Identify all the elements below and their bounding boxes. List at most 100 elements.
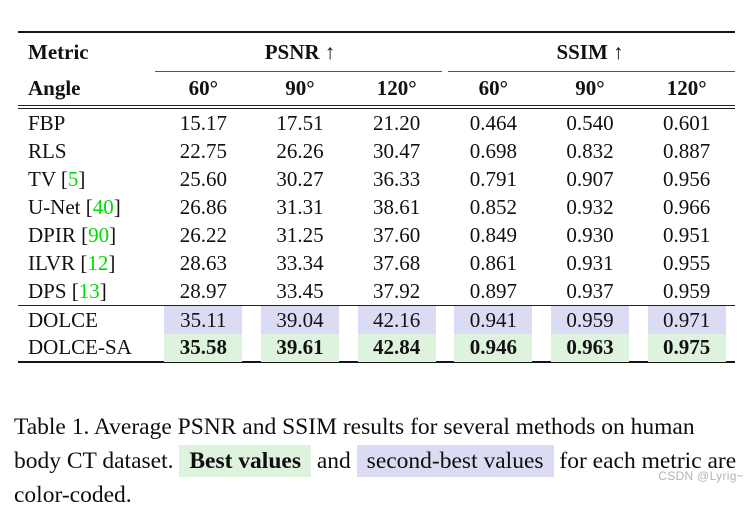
table-row: DOLCE-SA 35.58 39.61 42.84 0.946 0.963 0.975 — [18, 333, 735, 362]
best-value-highlight: 0.946 — [454, 333, 533, 362]
value-cell: 0.963 — [542, 333, 639, 362]
method-name: ILVR [12] — [28, 250, 116, 275]
value-cell: 0.930 — [566, 222, 614, 247]
table-group-header-row: Metric PSNR ↑ SSIM ↑ — [18, 33, 735, 71]
value-cell: 31.31 — [276, 194, 324, 219]
value-cell: 0.464 — [469, 110, 517, 135]
value-cell: 0.941 — [445, 306, 542, 334]
value-cell: 42.84 — [348, 333, 445, 362]
angle-col-header: 90° — [575, 76, 605, 100]
value-cell: 38.61 — [373, 194, 421, 219]
table-row: ILVR [12] 28.63 33.34 37.68 0.861 0.931 0.955 — [18, 249, 735, 277]
table-row: DPS [13] 28.97 33.45 37.92 0.897 0.937 0.959 — [18, 277, 735, 305]
value-cell: 15.17 — [179, 110, 227, 135]
caption-best-values-highlight: Best values — [179, 444, 311, 477]
value-cell: 30.27 — [276, 166, 324, 191]
value-cell: 0.698 — [469, 138, 517, 163]
value-cell: 0.861 — [469, 250, 517, 275]
citation-number: 12 — [87, 250, 109, 275]
value-cell: 33.45 — [276, 278, 324, 303]
method-name: DOLCE — [28, 307, 98, 332]
table-row: U-Net [40] 26.86 31.31 38.61 0.852 0.932 0.966 — [18, 193, 735, 221]
value-cell: 0.932 — [566, 194, 614, 219]
value-cell: 0.975 — [638, 333, 735, 362]
value-cell: 0.601 — [663, 110, 711, 135]
value-cell: 39.04 — [252, 306, 349, 334]
caption-text-lead: Table 1. Average PSNR and SSIM results f… — [14, 413, 695, 474]
angle-row: Angle 60° 90° 120° 60° 90° 120° — [18, 72, 735, 105]
csdn-watermark: CSDN @Lyrig~ — [658, 469, 744, 483]
value-cell: 35.11 — [155, 306, 252, 334]
ssim-midrule-segment — [448, 71, 735, 72]
table-row: DOLCE 35.11 39.04 42.16 0.941 0.959 0.971 — [18, 306, 735, 334]
value-cell: 26.86 — [179, 194, 227, 219]
angle-col-header: 60° — [478, 76, 509, 100]
value-cell: 26.22 — [179, 222, 227, 247]
value-cell: 0.887 — [663, 138, 711, 163]
group-header-psnr: PSNR ↑ — [264, 39, 336, 64]
value-cell: 0.907 — [566, 166, 614, 191]
table-caption: Table 1. Average PSNR and SSIM results f… — [14, 410, 744, 512]
angle-col-header: 120° — [666, 76, 707, 100]
value-cell: 36.33 — [373, 166, 421, 191]
table-bottom-rule — [18, 361, 735, 363]
value-cell: 0.971 — [638, 306, 735, 334]
best-value-highlight: 0.963 — [550, 333, 629, 362]
method-name: RLS — [28, 138, 67, 163]
value-cell: 0.849 — [469, 222, 517, 247]
value-cell: 0.852 — [469, 194, 517, 219]
table-main-rows: FBP 15.17 17.51 21.20 0.464 0.540 0.601 RLS 22.7… — [18, 109, 735, 305]
value-cell: 0.959 — [663, 278, 711, 303]
citation-number: 90 — [88, 222, 110, 247]
value-cell: 0.931 — [566, 250, 614, 275]
value-cell: 35.58 — [155, 333, 252, 362]
psnr-midrule-segment — [155, 71, 442, 72]
value-cell: 39.61 — [252, 333, 349, 362]
best-value-highlight: 35.58 — [164, 333, 243, 362]
value-cell: 30.47 — [373, 138, 421, 163]
group-header-ssim: SSIM ↑ — [556, 39, 624, 64]
table-row: TV [5] 25.60 30.27 36.33 0.791 0.907 0.956 — [18, 165, 735, 193]
table-row: DPIR [90] 26.22 31.25 37.60 0.849 0.930 0.951 — [18, 221, 735, 249]
table-row: FBP 15.17 17.51 21.20 0.464 0.540 0.601 — [18, 109, 735, 137]
value-cell: 0.946 — [445, 333, 542, 362]
angle-col-header: 120° — [376, 76, 417, 100]
value-cell: 0.937 — [566, 278, 614, 303]
table-top-rule — [18, 31, 735, 33]
angle-col-header: 90° — [285, 76, 315, 100]
method-name: U-Net [40] — [28, 194, 121, 219]
value-cell: 0.966 — [663, 194, 711, 219]
value-cell: 25.60 — [179, 166, 227, 191]
angle-header: Angle — [28, 76, 81, 100]
citation-number: 13 — [78, 278, 100, 303]
second-best-value-highlight: 35.11 — [164, 306, 243, 334]
method-name: FBP — [28, 110, 66, 135]
results-table: Metric PSNR ↑ SSIM ↑ Angle 60° 90° 120° 60°… — [18, 31, 735, 363]
method-name: TV [5] — [28, 166, 86, 191]
value-cell: 17.51 — [276, 110, 324, 135]
value-cell: 0.959 — [542, 306, 639, 334]
value-cell: 26.26 — [276, 138, 324, 163]
value-cell: 28.97 — [179, 278, 227, 303]
corner-header-metric: Metric — [28, 39, 89, 64]
method-name: DOLCE-SA — [28, 335, 132, 359]
value-cell: 37.92 — [373, 278, 421, 303]
value-cell: 0.951 — [663, 222, 711, 247]
method-name: DPIR [90] — [28, 222, 117, 247]
second-best-value-highlight: 0.959 — [550, 306, 629, 334]
value-cell: 0.791 — [469, 166, 517, 191]
second-best-value-highlight: 0.941 — [454, 306, 533, 334]
value-cell: 28.63 — [179, 250, 227, 275]
second-best-value-highlight: 42.16 — [357, 306, 436, 334]
angle-col-header: 60° — [188, 76, 219, 100]
value-cell: 0.832 — [566, 138, 614, 163]
value-cell: 22.75 — [179, 138, 227, 163]
method-name: DPS [13] — [28, 278, 107, 303]
caption-second-best-highlight: second-best values — [356, 444, 554, 477]
second-best-value-highlight: 0.971 — [647, 306, 726, 334]
value-cell: 37.60 — [373, 222, 421, 247]
best-value-highlight: 42.84 — [357, 333, 436, 362]
citation-number: 40 — [92, 194, 114, 219]
value-cell: 21.20 — [373, 110, 421, 135]
second-best-value-highlight: 39.04 — [260, 306, 339, 334]
